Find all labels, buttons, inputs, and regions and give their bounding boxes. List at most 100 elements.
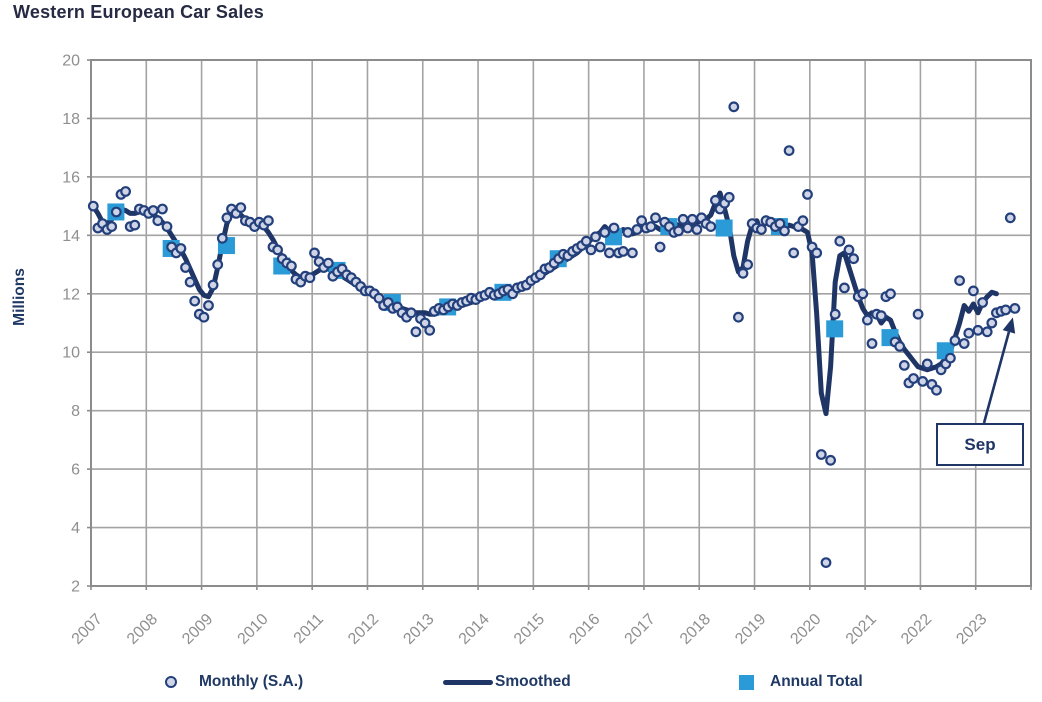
sep-arrow-line xyxy=(982,331,1011,424)
y-tick-label: 20 xyxy=(62,53,80,70)
x-tick-label: 2008 xyxy=(124,611,161,648)
monthly-point xyxy=(686,213,698,225)
sep-arrow-head xyxy=(1002,317,1016,334)
monthly-point xyxy=(654,241,666,253)
monthly-point xyxy=(373,292,385,304)
monthly-point xyxy=(894,341,906,352)
monthly-point xyxy=(898,360,910,371)
monthly-point xyxy=(834,235,846,247)
legend-label-smoothed: Smoothed xyxy=(495,673,571,690)
x-tick-label: 2009 xyxy=(179,611,216,648)
y-tick-label: 8 xyxy=(71,403,80,420)
monthly-point xyxy=(857,288,869,300)
monthly-point xyxy=(963,327,975,339)
monthly-point xyxy=(921,358,933,370)
monthly-point xyxy=(986,317,998,329)
monthly-point xyxy=(843,244,855,256)
monthly-point xyxy=(207,279,219,291)
monthly-point xyxy=(673,225,684,237)
y-axis-title: Millions xyxy=(11,268,28,326)
monthly-point xyxy=(608,222,620,234)
x-tick-label: 2013 xyxy=(400,611,437,648)
x-tick-label: 2017 xyxy=(622,611,659,648)
monthly-point xyxy=(161,221,173,233)
monthly-point xyxy=(954,275,965,287)
monthly-point xyxy=(742,259,753,271)
monthly-point xyxy=(120,186,131,197)
monthly-point xyxy=(981,326,993,338)
monthly-point xyxy=(972,324,984,336)
monthly-point xyxy=(945,352,956,364)
monthly-point xyxy=(424,324,436,336)
monthly-point xyxy=(309,247,320,259)
monthly-point xyxy=(797,215,809,227)
monthly-point xyxy=(645,221,657,233)
monthly-point xyxy=(705,221,717,233)
monthly-point xyxy=(885,288,896,300)
y-tick-label: 16 xyxy=(62,169,80,186)
monthly-point xyxy=(419,317,431,329)
legend-label-monthly: Monthly (S.A.) xyxy=(199,673,304,690)
y-tick-label: 14 xyxy=(62,228,80,245)
annotation-sep-label: Sep xyxy=(964,434,996,454)
monthly-point xyxy=(203,300,214,311)
monthly-point xyxy=(723,191,735,203)
monthly-point xyxy=(1009,303,1021,314)
monthly-point xyxy=(779,225,790,237)
monthly-point xyxy=(783,145,795,157)
annual-square-marker-icon xyxy=(739,674,754,690)
monthly-point xyxy=(636,215,647,227)
monthly-point xyxy=(958,338,970,349)
monthly-point xyxy=(802,188,813,200)
monthly-point xyxy=(848,253,859,265)
plot-border xyxy=(90,59,1032,587)
monthly-point xyxy=(604,247,615,259)
monthly-point xyxy=(875,310,887,322)
monthly-point xyxy=(733,311,744,323)
monthly-point xyxy=(908,373,919,384)
monthly-point xyxy=(912,308,924,320)
monthly-point xyxy=(87,200,99,212)
x-tick-label: 2015 xyxy=(511,611,548,648)
monthly-point xyxy=(788,247,800,259)
annual-total-square xyxy=(826,320,844,338)
monthly-point xyxy=(825,454,836,466)
monthly-point xyxy=(129,219,141,231)
x-tick-label: 2023 xyxy=(953,611,990,648)
monthly-point xyxy=(756,224,767,235)
x-tick-label: 2020 xyxy=(787,611,824,648)
x-tick-label: 2014 xyxy=(456,611,493,648)
x-tick-label: 2011 xyxy=(291,611,327,647)
annotation-sep-box: Sep xyxy=(936,423,1024,466)
monthly-point xyxy=(286,260,297,272)
legend-item-smoothed: Smoothed xyxy=(443,667,571,697)
monthly-point xyxy=(106,221,118,233)
monthly-point xyxy=(590,231,601,243)
monthly-point xyxy=(677,213,689,225)
monthly-point xyxy=(198,311,210,323)
y-tick-label: 10 xyxy=(62,345,80,362)
monthly-point xyxy=(839,282,850,294)
y-tick-label: 18 xyxy=(62,111,80,128)
monthly-point xyxy=(216,232,228,244)
x-tick-label: 2021 xyxy=(843,611,880,648)
monthly-point xyxy=(631,224,643,235)
monthly-point xyxy=(594,241,606,253)
monthly-point xyxy=(410,326,422,338)
monthly-point xyxy=(599,226,611,238)
monthly-point xyxy=(110,206,122,218)
monthly-point xyxy=(1000,304,1012,316)
monthly-point xyxy=(682,222,694,234)
monthly-point xyxy=(617,245,629,257)
monthly-point xyxy=(180,262,191,273)
annual-total-square xyxy=(715,219,733,237)
monthly-point xyxy=(156,203,168,215)
monthly-point xyxy=(811,247,823,259)
monthly-point xyxy=(1004,212,1016,224)
monthly-point xyxy=(728,101,740,113)
x-tick-label: 2012 xyxy=(345,611,382,648)
y-tick-label: 2 xyxy=(71,579,80,596)
monthly-point xyxy=(815,449,827,460)
